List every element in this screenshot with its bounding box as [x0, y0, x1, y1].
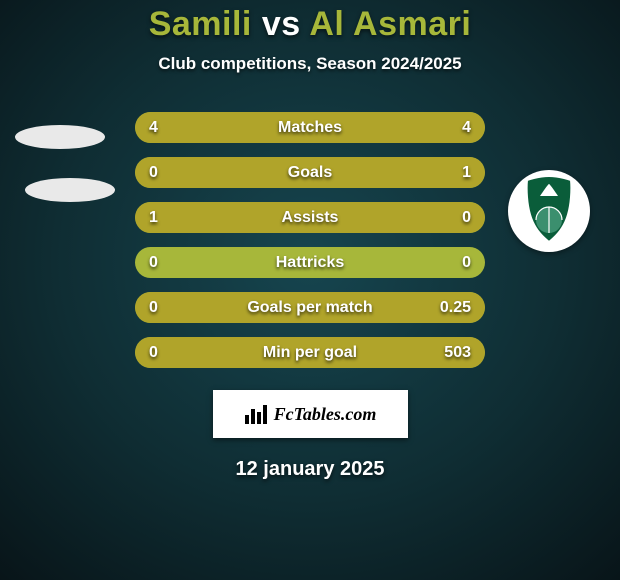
bar-track [135, 247, 485, 278]
bar-track [135, 157, 485, 188]
bar-track [135, 292, 485, 323]
bar-fill-left [135, 157, 198, 188]
title-vs: vs [262, 5, 301, 43]
stat-row: 00.25Goals per match [135, 292, 485, 323]
player-right-name: Al Asmari [309, 5, 471, 43]
stat-row: 10Assists [135, 202, 485, 233]
comparison-card: Samili vs Al Asmari Club competitions, S… [0, 0, 620, 580]
bar-fill-right [135, 292, 485, 323]
snapshot-date: 12 january 2025 [0, 458, 620, 481]
bar-fill-right [135, 337, 485, 368]
bar-track [135, 202, 485, 233]
bar-fill-left [135, 202, 485, 233]
content-area: Samili vs Al Asmari Club competitions, S… [0, 0, 620, 481]
bar-track [135, 337, 485, 368]
stat-row: 01Goals [135, 157, 485, 188]
bar-fill-left [135, 112, 310, 143]
bar-track [135, 112, 485, 143]
brand-text: FcTables.com [274, 404, 377, 425]
bars-icon [244, 403, 268, 425]
stats-rows: 44Matches 01Goals 10Assists 00Hattricks 00.2… [0, 112, 620, 368]
player-left-name: Samili [149, 5, 252, 43]
stat-row: 00Hattricks [135, 247, 485, 278]
stat-row: 44Matches [135, 112, 485, 143]
page-title: Samili vs Al Asmari [0, 5, 620, 44]
season-subtitle: Club competitions, Season 2024/2025 [0, 54, 620, 74]
stat-row: 0503Min per goal [135, 337, 485, 368]
bar-fill-right [310, 112, 485, 143]
brand-badge[interactable]: FcTables.com [213, 390, 408, 438]
bar-fill-right [198, 157, 485, 188]
